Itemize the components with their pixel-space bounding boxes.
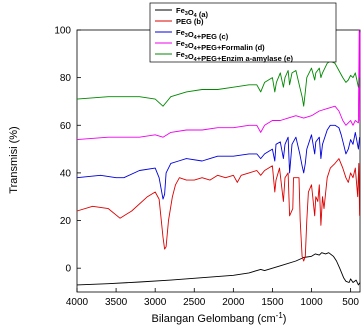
series-line-a (76, 252, 361, 286)
legend-entry: Fe3O4+PEG (c) (176, 28, 229, 41)
legend-entry: PEG (b) (176, 17, 204, 26)
x-tick-label: 2500 (183, 297, 206, 308)
series-line-b (76, 158, 361, 262)
y-tick-label: 80 (60, 73, 72, 84)
y-axis-label: Transmisi (%) (8, 126, 20, 193)
x-tick-label: 3000 (144, 297, 167, 308)
y-tick-label: 20 (60, 216, 72, 227)
y-tick-label: 60 (60, 121, 72, 132)
x-tick-label: 1500 (261, 297, 284, 308)
y-tick-label: 0 (65, 264, 71, 275)
series-group (76, 29, 361, 286)
legend-entry: Fe3O4+PEG+Formalin (d) (176, 39, 265, 52)
series-line-e (76, 60, 361, 107)
x-tick-label: 1000 (300, 297, 323, 308)
x-tick-label: 2000 (222, 297, 245, 308)
plot-area (76, 29, 361, 293)
plot-frame (76, 29, 361, 293)
legend-entry: Fe3O4+PEG+Enzim a-amylase (e) (176, 50, 294, 63)
x-tick-label: 3500 (105, 297, 128, 308)
x-axis-label: Bilangan Gelombang (cm-1) (152, 311, 287, 325)
legend: Fe3O4 (a)PEG (b) Fe3O4+PEG (c)Fe3O4+PEG+F… (149, 2, 337, 63)
y-axis: 0 20 40 60 80 100 (54, 26, 81, 275)
y-tick-label: 40 (60, 168, 72, 179)
series-line-d (76, 29, 361, 141)
legend-entry: Fe3O4 (a) (176, 6, 208, 19)
y-tick-label: 100 (54, 26, 71, 37)
x-tick-label: 500 (342, 297, 359, 308)
legend-box (149, 2, 337, 63)
series-line-c (76, 124, 361, 200)
x-axis: 4000 3500 3000 2500 2000 1500 1000 500 (66, 288, 359, 308)
x-tick-label: 4000 (66, 297, 89, 308)
